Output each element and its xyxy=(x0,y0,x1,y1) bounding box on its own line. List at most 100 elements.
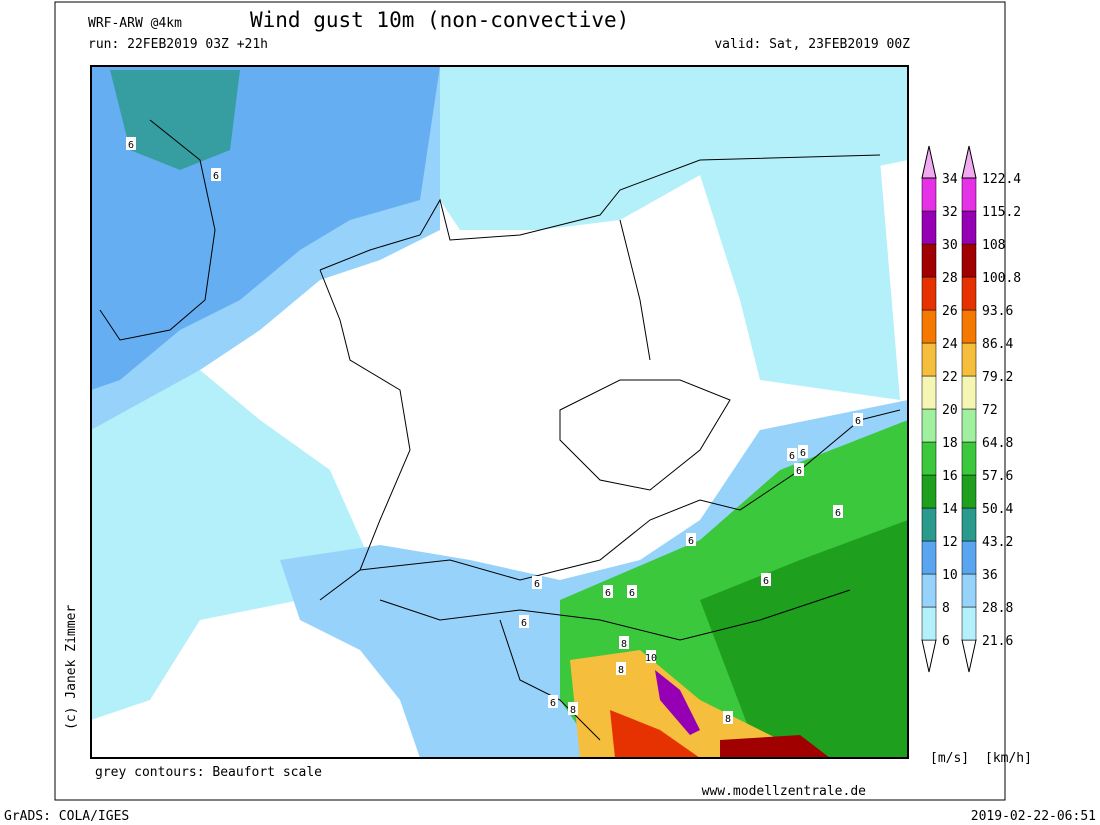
run: run: 22FEB2019 03Z +21h xyxy=(88,37,268,52)
colorbar-label: 20 xyxy=(942,403,958,418)
colorbar-label: 18 xyxy=(942,436,958,451)
contour-label: 6 xyxy=(688,536,694,547)
colorbar-label: 72 xyxy=(982,403,998,418)
contour-label: 6 xyxy=(629,588,635,599)
colorbar-segment xyxy=(961,243,977,278)
contour-label-box xyxy=(723,711,733,724)
contour-label-box xyxy=(126,137,136,150)
contour-label: 6 xyxy=(213,171,219,182)
colorbar-label: 16 xyxy=(942,469,958,484)
poland-area xyxy=(700,160,900,400)
colorbar-segment xyxy=(921,573,937,608)
colorbar-segment xyxy=(921,474,937,509)
colorbar-segment xyxy=(921,606,937,641)
contour-label-box xyxy=(853,413,863,426)
contour-label-box xyxy=(686,533,696,546)
contour-label: 10 xyxy=(645,653,657,664)
contour-label-box xyxy=(603,585,613,598)
colorbar-segment xyxy=(961,210,977,245)
contour-label: 6 xyxy=(763,576,769,587)
colorbar-label: 34 xyxy=(942,172,958,187)
colorbar-label: 122.4 xyxy=(982,172,1021,187)
colorbar-segment xyxy=(921,507,937,542)
colorbar-segment xyxy=(921,243,937,278)
colorbar-label: 30 xyxy=(942,238,958,253)
colorbar-label: 22 xyxy=(942,370,958,385)
colorbar-label: 32 xyxy=(942,205,958,220)
colorbar-label: 26 xyxy=(942,304,958,319)
colorbar-label: 100.8 xyxy=(982,271,1021,286)
contour-label: 8 xyxy=(570,705,576,716)
contour-label-box xyxy=(794,463,804,476)
colorbar-label: 36 xyxy=(982,568,998,583)
title: Wind gust 10m (non-convective) xyxy=(250,8,629,32)
colorbar-label: 6 xyxy=(942,634,950,649)
contour-label-box xyxy=(646,650,656,663)
colorbar-segment xyxy=(961,408,977,443)
colorbar-label: 10 xyxy=(942,568,958,583)
colorbar-segment xyxy=(961,375,977,410)
contour-label-box xyxy=(619,636,629,649)
colorbar-segment xyxy=(921,309,937,344)
contour-label: 6 xyxy=(835,508,841,519)
colorbar-label: 79.2 xyxy=(982,370,1013,385)
colorbar-segment xyxy=(921,276,937,311)
contour-label: 6 xyxy=(128,140,134,151)
colorbar-above xyxy=(961,145,977,179)
timestamp: 2019-02-22-06:51 xyxy=(971,809,1096,824)
contour-label: 6 xyxy=(521,618,527,629)
colorbar-label: 93.6 xyxy=(982,304,1013,319)
colorbar-segment xyxy=(961,573,977,608)
colorbar-label: 24 xyxy=(942,337,958,352)
colorbar-segment xyxy=(921,375,937,410)
colorbar-segment xyxy=(961,606,977,641)
coast-peak xyxy=(720,735,830,758)
contour-label-box xyxy=(532,576,542,589)
contour-label: 6 xyxy=(800,448,806,459)
colorbar-label: 57.6 xyxy=(982,469,1013,484)
colorbar-segment xyxy=(961,507,977,542)
contour-label: 8 xyxy=(621,639,627,650)
contour-label: 8 xyxy=(618,665,624,676)
colorbar-segment xyxy=(961,309,977,344)
colorbar-segment xyxy=(921,210,937,245)
contour-label: 6 xyxy=(605,588,611,599)
contour-label-box xyxy=(519,615,529,628)
colorbar-segment xyxy=(961,276,977,311)
colorbar-segment xyxy=(921,441,937,476)
colorbar-label: 50.4 xyxy=(982,502,1013,517)
colorbar-segment xyxy=(961,441,977,476)
colorbar-label: 14 xyxy=(942,502,958,517)
colorbar-segment xyxy=(921,342,937,377)
adriatic-peak xyxy=(610,710,700,758)
contours-note: grey contours: Beaufort scale xyxy=(95,765,322,780)
colorbar-segment xyxy=(961,540,977,575)
borders xyxy=(99,119,901,741)
contour-label-box xyxy=(761,573,771,586)
adriatic-max xyxy=(655,670,700,735)
colorbar-segment xyxy=(921,408,937,443)
colorbar-segment xyxy=(961,177,977,212)
contour-label: 6 xyxy=(550,698,556,709)
map-border xyxy=(90,65,909,759)
contour-label-box xyxy=(627,585,637,598)
website: www.modellzentrale.de xyxy=(702,784,867,799)
contour-label: 6 xyxy=(855,416,861,427)
colorbar-label: 8 xyxy=(942,601,950,616)
unit-ms: [m/s] xyxy=(930,751,969,766)
contour-label-box xyxy=(798,445,808,458)
contour-label-box xyxy=(548,695,558,708)
colorbar-segment xyxy=(961,474,977,509)
colorbar-label: 28.8 xyxy=(982,601,1013,616)
colorbar-below xyxy=(961,639,977,673)
colorbar-below xyxy=(921,639,937,673)
colorbar-label: 43.2 xyxy=(982,535,1013,550)
colorbar-segment xyxy=(961,342,977,377)
contour-label-box xyxy=(568,702,578,715)
colorbar-label: 108 xyxy=(982,238,1005,253)
balkan-strong xyxy=(700,520,908,758)
contour-label: 6 xyxy=(534,579,540,590)
colorbar-label: 28 xyxy=(942,271,958,286)
software: GrADS: COLA/IGES xyxy=(4,809,129,824)
